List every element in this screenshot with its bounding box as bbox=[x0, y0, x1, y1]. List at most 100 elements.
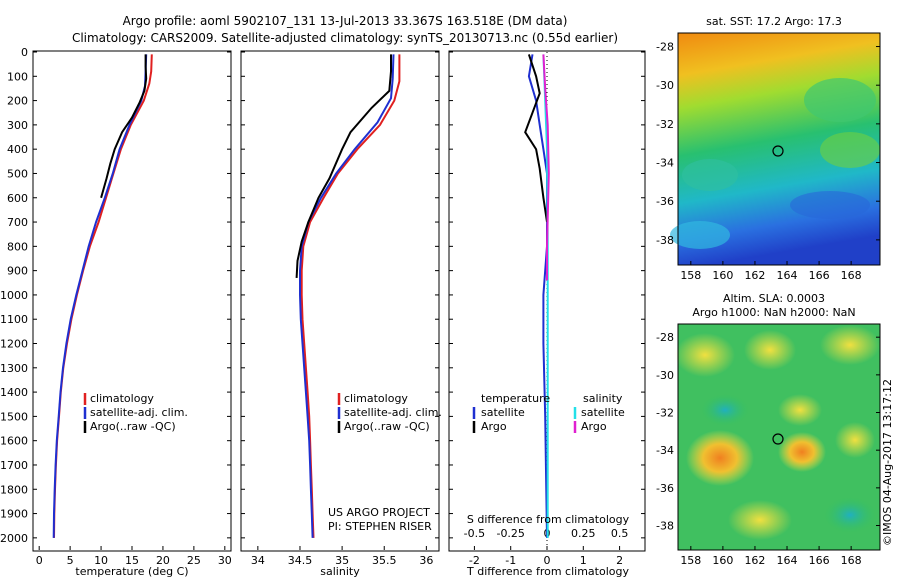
depth-tick-label: 500 bbox=[7, 167, 28, 180]
t-difference-label: T difference from climatology bbox=[466, 565, 629, 578]
difference-panel-frame bbox=[448, 50, 646, 552]
difference-axes: -2 -1 0 1 2-0.5 -0.25 0 0.25 0.5 bbox=[464, 527, 629, 567]
sst-feature bbox=[790, 191, 870, 219]
depth-tick-label: 300 bbox=[7, 119, 28, 132]
x-tick-label: 5 bbox=[67, 554, 74, 567]
lat-tick-label: -34 bbox=[656, 157, 674, 170]
sst-feature bbox=[820, 132, 880, 168]
depth-tick-label: 2000 bbox=[0, 532, 28, 545]
figure-title-line1: Argo profile: aoml 5902107_131 13-Jul-20… bbox=[123, 14, 568, 28]
figure-title-line2: Climatology: CARS2009. Satellite-adjuste… bbox=[72, 31, 618, 45]
legend-satellite: satellite-adj. clim. bbox=[90, 406, 188, 419]
lon-tick-label: 162 bbox=[744, 269, 765, 282]
salinity-panel-frame bbox=[240, 50, 440, 552]
legend-satellite: satellite-adj. clim. bbox=[344, 406, 442, 419]
lon-tick-label: 164 bbox=[777, 554, 798, 567]
t-diff-tick-label: -2 bbox=[469, 554, 480, 567]
depth-tick-label: 1900 bbox=[0, 508, 28, 521]
depth-tick-label: 700 bbox=[7, 216, 28, 229]
x-tick-label: 34.5 bbox=[288, 554, 313, 567]
sst-feature bbox=[670, 221, 730, 249]
series-line-climatology bbox=[53, 54, 153, 538]
s-diff-tick-label: 0.5 bbox=[611, 527, 629, 540]
lat-tick-label: -38 bbox=[656, 520, 674, 533]
depth-tick-label: 1600 bbox=[0, 435, 28, 448]
series-line-climatology bbox=[300, 54, 401, 538]
depth-tick-label: 1700 bbox=[0, 459, 28, 472]
x-tick-label: 34 bbox=[251, 554, 265, 567]
lat-tick-label: -36 bbox=[656, 195, 674, 208]
sla-map-subtitle: Argo h1000: NaN h2000: NaN bbox=[692, 306, 855, 319]
series-line-temperature-argo bbox=[524, 54, 548, 223]
sla-feature bbox=[744, 330, 796, 370]
lat-tick-label: -34 bbox=[656, 444, 674, 457]
t-diff-tick-label: 1 bbox=[580, 554, 587, 567]
salinity-axis-label: salinity bbox=[320, 565, 360, 578]
salinity-legend: climatology satellite-adj. clim. Argo(..… bbox=[337, 392, 442, 433]
project-annotation: US ARGO PROJECT bbox=[328, 506, 430, 519]
legend-temp-satellite: satellite bbox=[481, 406, 525, 419]
temperature-legend: climatology satellite-adj. clim. Argo(..… bbox=[83, 392, 188, 433]
depth-tick-label: 1500 bbox=[0, 410, 28, 423]
series-line-satellite-adj-clim- bbox=[52, 54, 148, 538]
x-tick-label: 35.5 bbox=[372, 554, 397, 567]
depth-tick-label: 1400 bbox=[0, 386, 28, 399]
sst-map bbox=[670, 32, 881, 266]
sla-feature bbox=[820, 325, 880, 365]
legend-climatology: climatology bbox=[90, 392, 154, 405]
depth-tick-label: 1300 bbox=[0, 362, 28, 375]
argo-position-marker bbox=[772, 145, 784, 157]
lat-tick-label: -30 bbox=[656, 369, 674, 382]
sla-feature bbox=[778, 432, 826, 472]
lat-tick-label: -30 bbox=[656, 79, 674, 92]
lon-tick-label: 166 bbox=[809, 554, 830, 567]
lon-tick-label: 158 bbox=[680, 554, 701, 567]
x-tick-label: 30 bbox=[218, 554, 232, 567]
depth-tick-label: 1000 bbox=[0, 289, 28, 302]
difference-series bbox=[524, 54, 550, 538]
sst-feature bbox=[682, 159, 738, 191]
sla-feature bbox=[778, 394, 822, 426]
legend-sal-argo: Argo bbox=[581, 420, 607, 433]
lat-tick-label: -36 bbox=[656, 482, 674, 495]
s-diff-tick-label: -0.25 bbox=[496, 527, 524, 540]
temperature-x-axis: 0 5 10 15 20 25 30 bbox=[36, 546, 232, 567]
lat-tick-label: -28 bbox=[656, 331, 674, 344]
sla-map bbox=[675, 323, 881, 551]
depth-tick-label: 800 bbox=[7, 240, 28, 253]
series-line-temperature-satellite bbox=[527, 54, 548, 538]
depth-tick-label: 100 bbox=[7, 70, 28, 83]
sst-map-axes: 158 160 162 164 166 168 -28 -30 -32 -34 -36 -38 bbox=[656, 41, 880, 282]
depth-tick-label: 0 bbox=[21, 46, 28, 59]
series-line-salinity-argo bbox=[542, 54, 550, 281]
x-tick-label: 20 bbox=[156, 554, 170, 567]
t-diff-tick-label: -1 bbox=[505, 554, 516, 567]
sla-feature bbox=[824, 497, 876, 533]
lon-tick-label: 162 bbox=[744, 554, 765, 567]
x-tick-label: 0 bbox=[36, 554, 43, 567]
sla-feature bbox=[728, 500, 792, 540]
t-diff-tick-label: 2 bbox=[616, 554, 623, 567]
sla-feature bbox=[835, 422, 875, 458]
depth-tick-label: 600 bbox=[7, 192, 28, 205]
s-difference-label: S difference from climatology bbox=[467, 513, 630, 526]
legend-header-temperature: temperature bbox=[481, 392, 550, 405]
sst-map-frame bbox=[677, 32, 881, 266]
sla-map-axes: 158 160 162 164 166 168 -28 -30 -32 -34 -36 -38 bbox=[656, 331, 880, 567]
depth-axis: 0 100 200 300 400 500 600 700 800 900 1000 1100 1200… bbox=[0, 46, 645, 545]
legend-climatology: climatology bbox=[344, 392, 408, 405]
depth-tick-label: 1800 bbox=[0, 483, 28, 496]
depth-tick-label: 1100 bbox=[0, 313, 28, 326]
series-line-satellite-adj-clim- bbox=[299, 54, 395, 538]
series-line-argo-raw-qc- bbox=[100, 54, 148, 199]
legend-header-salinity: salinity bbox=[583, 392, 623, 405]
lat-tick-label: -32 bbox=[656, 407, 674, 420]
salinity-series bbox=[295, 54, 401, 538]
x-tick-label: 25 bbox=[187, 554, 201, 567]
sla-map-title: Altim. SLA: 0.0003 bbox=[723, 292, 825, 305]
x-tick-label: 36 bbox=[419, 554, 433, 567]
lat-tick-label: -38 bbox=[656, 234, 674, 247]
sla-feature bbox=[701, 394, 749, 426]
s-diff-tick-label: -0.5 bbox=[464, 527, 485, 540]
